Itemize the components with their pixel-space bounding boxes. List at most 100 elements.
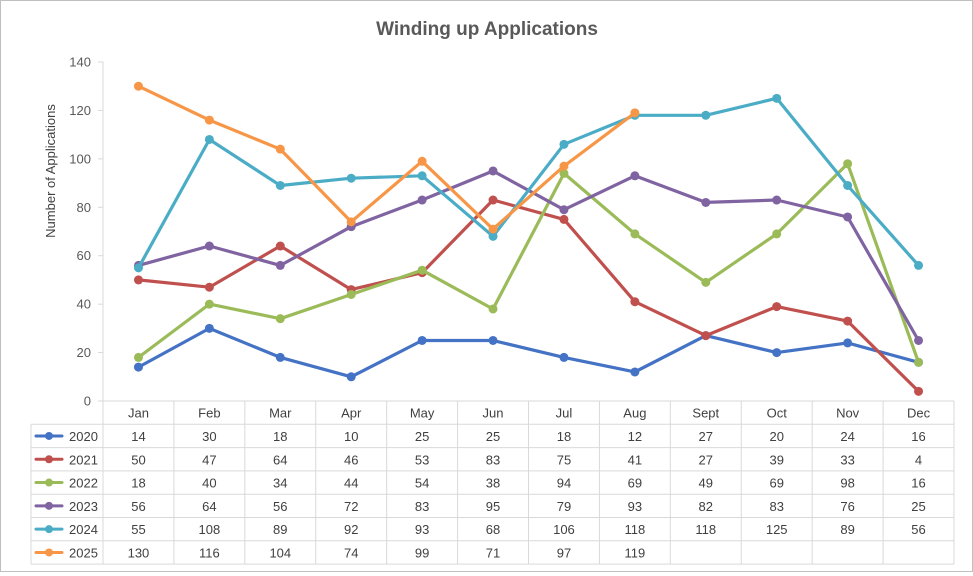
y-tick-label: 60 [77,248,91,263]
data-table-value: 72 [344,499,358,514]
data-point-2024 [275,180,285,190]
data-table-value: 116 [199,545,220,560]
data-point-2022 [488,304,498,314]
data-table-value: 39 [769,452,783,467]
legend-key-marker [45,455,53,464]
data-point-2020 [772,348,782,358]
data-point-2021 [204,282,214,292]
legend-entry: 2020 [69,429,98,444]
data-table-value: 16 [911,429,925,444]
data-table-value: 4 [915,452,922,467]
data-point-2024 [914,260,924,270]
data-point-2024 [559,139,569,149]
data-table-value: 25 [911,499,925,514]
legend-key-marker [45,548,53,557]
data-table-value: 40 [202,476,216,491]
data-table-value: 10 [344,429,358,444]
data-point-2022 [843,159,853,169]
data-table-value: 55 [131,522,145,537]
data-table-value: 76 [840,499,854,514]
legend-entry: 2021 [69,452,98,467]
category-label: Jan [128,406,149,421]
data-table-value: 83 [769,499,783,514]
data-table-value: 75 [557,452,571,467]
data-point-2021 [630,297,640,307]
y-tick-label: 80 [77,200,91,215]
series-2022 [133,159,924,367]
data-point-2024 [346,173,356,183]
data-point-2025 [417,156,427,166]
data-point-2024 [417,171,427,181]
data-point-2021 [701,331,711,341]
data-table-value: 56 [911,522,925,537]
data-point-2025 [559,161,569,171]
category-label: Oct [767,406,788,421]
category-label: Apr [341,406,362,421]
data-point-2022 [772,229,782,239]
data-table-value: 89 [840,522,854,537]
legend-key-marker [45,478,53,487]
data-point-2023 [488,166,498,176]
data-point-2020 [133,362,143,372]
data-table-value: 93 [628,499,642,514]
data-table-value: 49 [699,476,713,491]
chart-title: Winding up Applications [376,19,598,40]
data-point-2024 [488,231,498,241]
y-tick-label: 40 [77,297,91,312]
data-point-2023 [559,205,569,215]
data-point-2023 [843,212,853,222]
data-point-2024 [204,134,214,144]
data-point-2021 [772,302,782,312]
data-table-value: 98 [840,476,854,491]
data-table-value: 18 [273,429,287,444]
data-point-2023 [914,335,924,345]
series-lines [133,81,924,396]
data-point-2022 [133,352,143,362]
series-2025 [133,81,640,234]
data-table-value: 24 [840,429,854,444]
data-point-2024 [772,93,782,103]
legend-entry: 2025 [69,545,98,560]
data-table-value: 44 [344,476,358,491]
data-table-value: 82 [699,499,713,514]
category-label: Sept [692,406,719,421]
data-point-2025 [346,217,356,227]
data-point-2024 [133,263,143,273]
data-point-2020 [275,352,285,362]
series-line-2021 [136,198,921,393]
data-point-2020 [204,323,214,333]
data-table-value: 83 [486,452,500,467]
series-line-2025 [136,84,637,231]
axes: 0 20 40 60 80 100 120 140 [69,55,104,409]
y-axis-label: Number of Applications [43,104,58,238]
data-point-2024 [843,180,853,190]
data-table-value: 106 [553,522,575,537]
data-table-value: 64 [202,499,216,514]
category-label: Nov [836,406,860,421]
data-point-2023 [772,195,782,205]
data-table-value: 69 [769,476,783,491]
category-label: Aug [623,406,646,421]
data-table-value: 34 [273,476,287,491]
data-point-2020 [488,335,498,345]
data-point-2021 [559,214,569,224]
data-point-2020 [559,352,569,362]
series-2023 [133,166,924,345]
data-table-value: 125 [766,522,788,537]
data-table-value: 20 [769,429,783,444]
series-2024 [133,93,924,273]
data-table-value: 25 [486,429,500,444]
data-table-value: 74 [344,545,358,560]
y-tick-label: 0 [84,394,91,409]
data-table-value: 69 [628,476,642,491]
data-table-value: 71 [486,545,500,560]
data-table-value: 30 [202,429,216,444]
data-point-2021 [914,386,924,396]
data-table-value: 104 [269,545,291,560]
data-point-2022 [701,277,711,287]
data-point-2025 [275,144,285,154]
data-table-value: 108 [199,522,221,537]
legend-key-marker [45,501,53,510]
data-table-value: 18 [557,429,571,444]
